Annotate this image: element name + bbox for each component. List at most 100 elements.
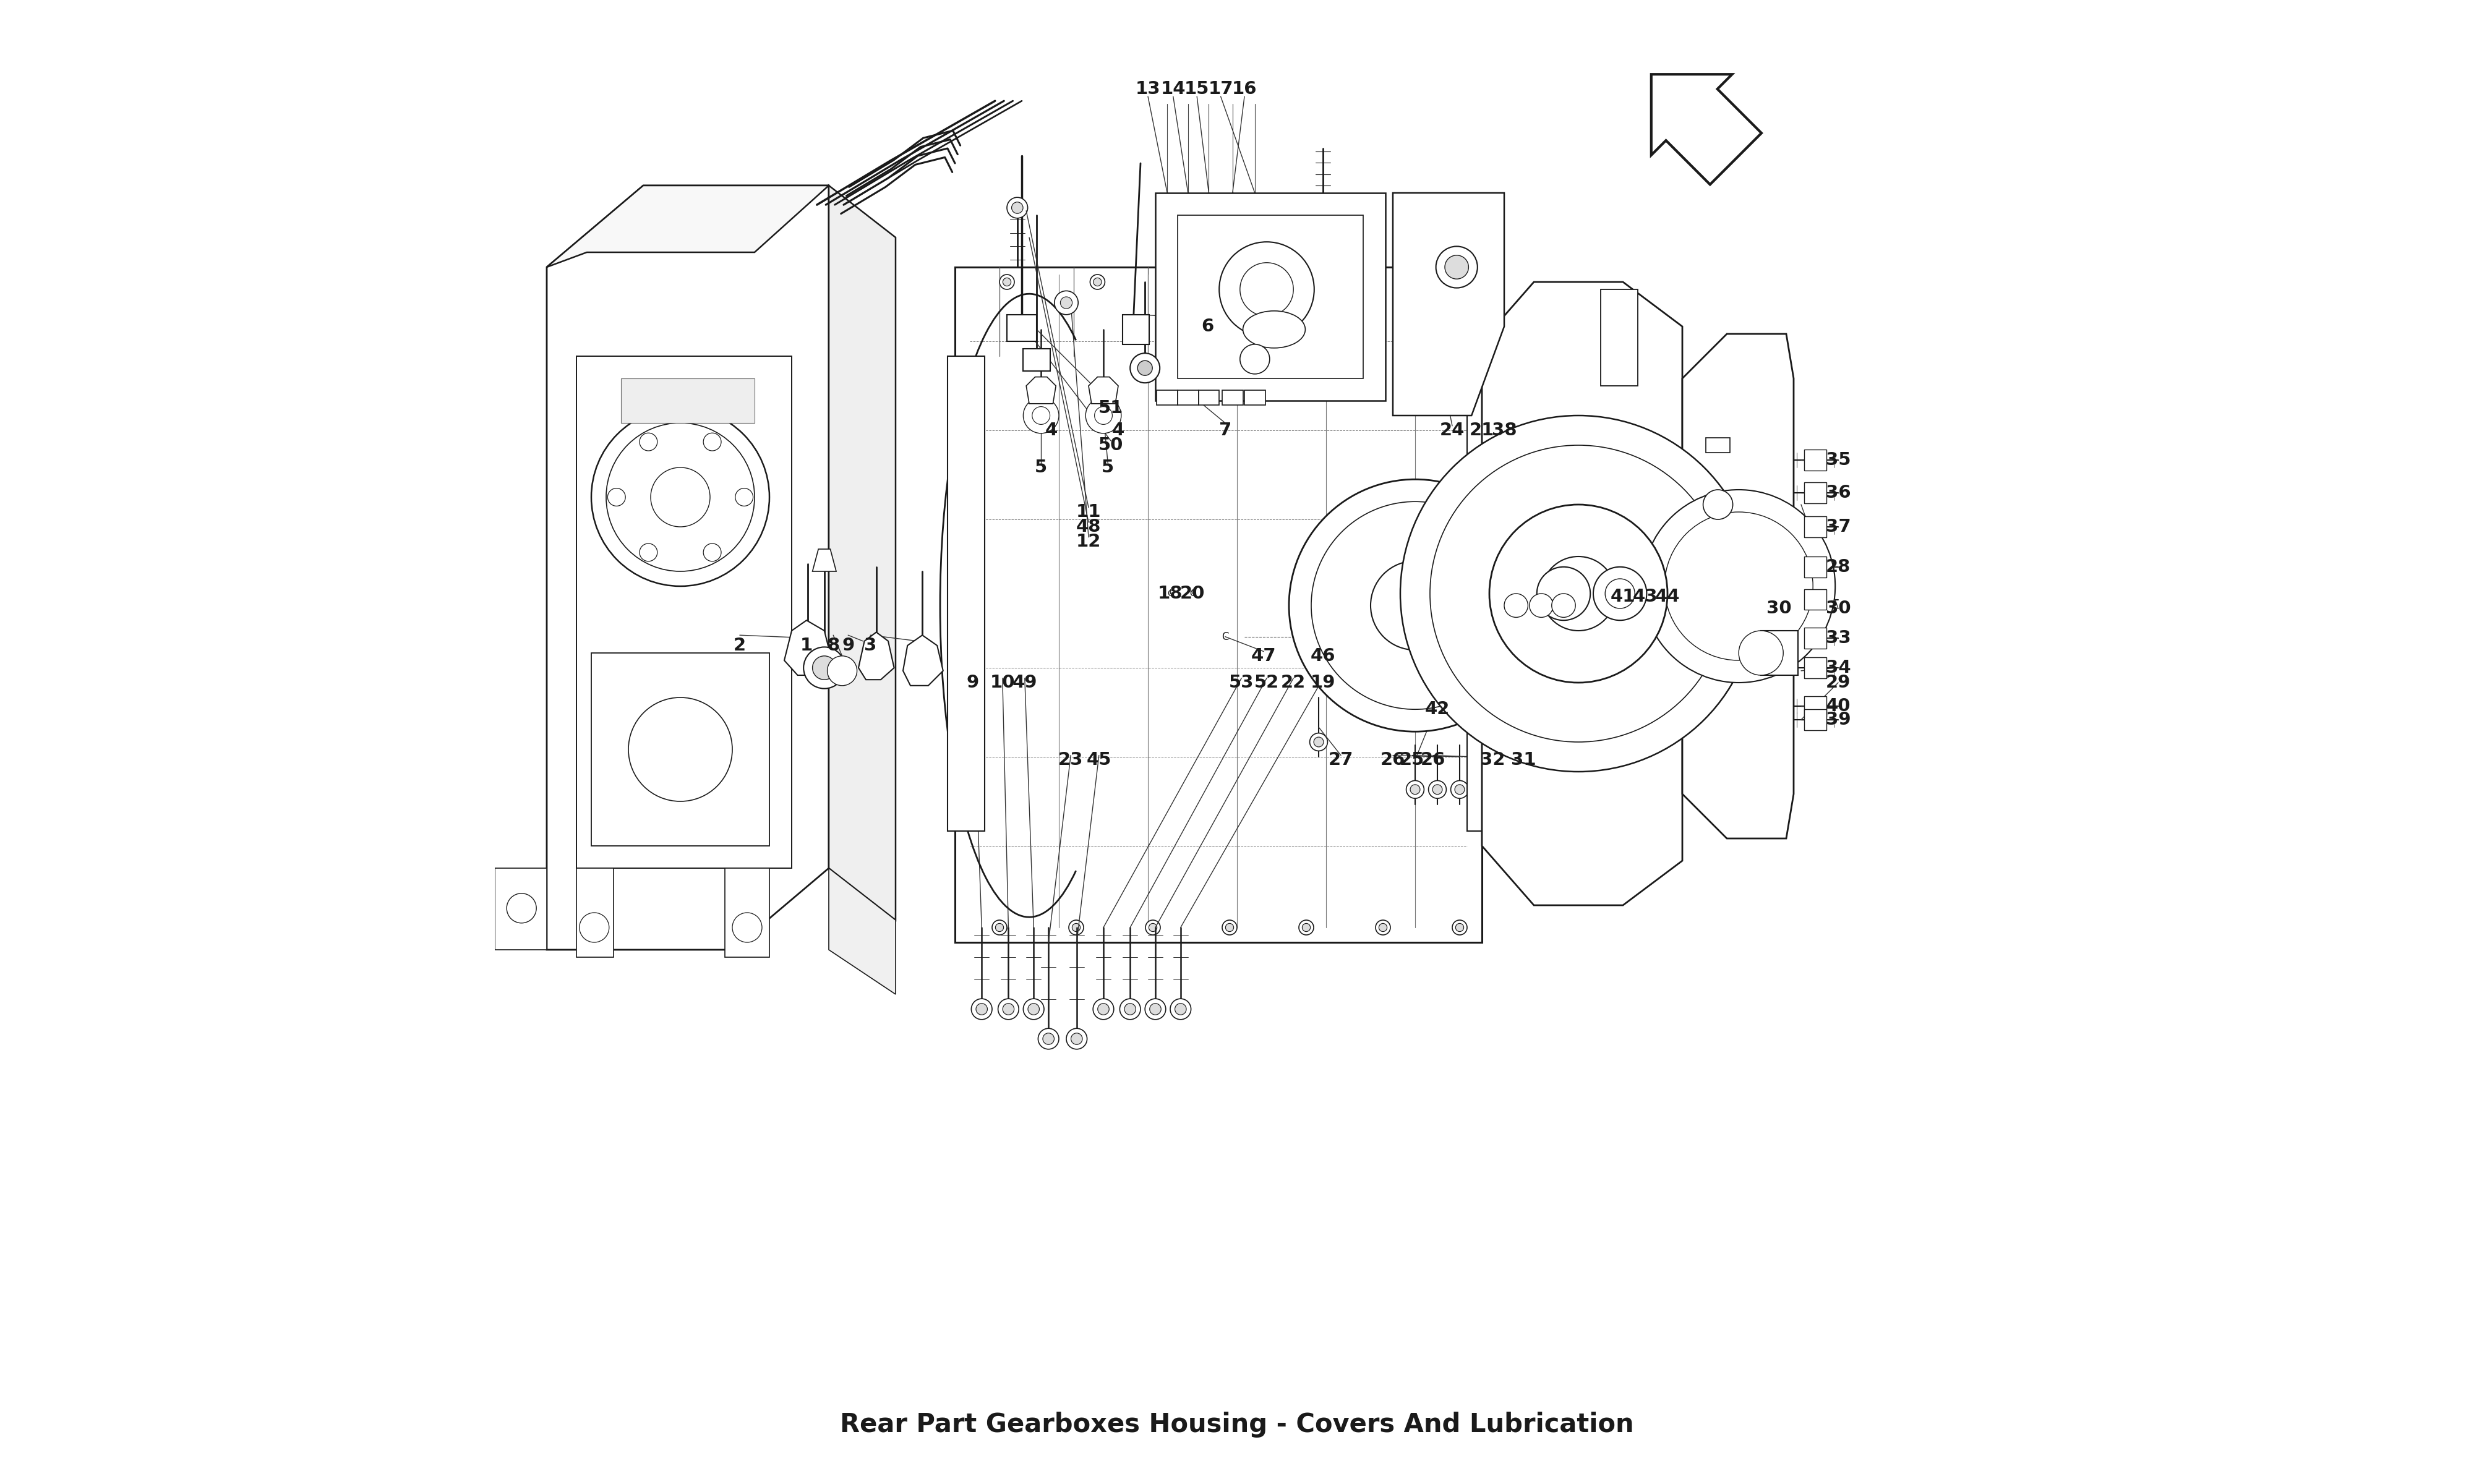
Circle shape [995, 923, 1004, 932]
Circle shape [1071, 1033, 1084, 1045]
Text: 5: 5 [1101, 459, 1113, 476]
Text: 33: 33 [1826, 629, 1851, 647]
Circle shape [591, 408, 769, 586]
Text: 40: 40 [1826, 697, 1851, 715]
Bar [1197, 390, 1220, 405]
Circle shape [957, 703, 975, 721]
Circle shape [1400, 416, 1757, 772]
Circle shape [960, 634, 970, 643]
Bar [1804, 628, 1826, 649]
Text: 45: 45 [1086, 751, 1111, 769]
Circle shape [1405, 781, 1425, 798]
Circle shape [1573, 727, 1583, 736]
Circle shape [1071, 923, 1081, 932]
Polygon shape [725, 868, 769, 957]
Circle shape [1472, 781, 1492, 798]
Text: 36: 36 [1826, 484, 1851, 502]
Polygon shape [811, 549, 836, 571]
Circle shape [1672, 491, 1680, 500]
Text: 41: 41 [1611, 588, 1635, 605]
Polygon shape [829, 186, 896, 920]
Circle shape [1131, 353, 1160, 383]
Text: 32: 32 [1479, 751, 1504, 769]
Polygon shape [829, 868, 896, 994]
Circle shape [1145, 920, 1160, 935]
Bar [1222, 390, 1242, 405]
Polygon shape [955, 267, 1482, 942]
Text: 26: 26 [1420, 751, 1445, 769]
Circle shape [1002, 278, 1012, 286]
Text: 7: 7 [1220, 421, 1232, 439]
Circle shape [1225, 923, 1235, 932]
Circle shape [1452, 275, 1467, 289]
Text: 16: 16 [1232, 80, 1257, 98]
Circle shape [606, 423, 755, 571]
Circle shape [1054, 291, 1079, 315]
Circle shape [1690, 650, 1705, 665]
Bar [1804, 450, 1826, 470]
Circle shape [957, 629, 975, 647]
Circle shape [1069, 920, 1084, 935]
Circle shape [1405, 291, 1418, 303]
Circle shape [1180, 275, 1195, 289]
Text: 38: 38 [1492, 421, 1517, 439]
Bar [1707, 438, 1729, 453]
Circle shape [1487, 785, 1497, 794]
Circle shape [997, 999, 1019, 1020]
Circle shape [703, 433, 722, 451]
Text: C: C [1190, 589, 1195, 598]
Circle shape [1239, 344, 1269, 374]
Circle shape [957, 778, 975, 795]
Circle shape [1378, 923, 1388, 932]
Circle shape [1178, 370, 1185, 378]
Circle shape [609, 488, 626, 506]
Circle shape [1061, 297, 1071, 309]
Text: 4: 4 [1044, 421, 1059, 439]
Circle shape [1175, 1003, 1188, 1015]
Text: 49: 49 [1012, 674, 1037, 692]
Text: 30: 30 [1766, 600, 1791, 617]
Circle shape [1150, 1003, 1160, 1015]
Circle shape [1086, 398, 1121, 433]
Circle shape [1452, 920, 1467, 935]
Text: 5: 5 [1034, 459, 1047, 476]
Bar [1244, 390, 1264, 405]
Text: 12: 12 [1076, 533, 1101, 551]
Circle shape [638, 543, 658, 561]
Circle shape [1220, 242, 1314, 337]
Circle shape [1452, 521, 1467, 536]
Circle shape [1027, 1003, 1039, 1015]
Circle shape [1222, 920, 1237, 935]
Text: 19: 19 [1311, 674, 1336, 692]
Circle shape [1776, 512, 1784, 519]
Circle shape [1665, 512, 1813, 660]
Text: 11: 11 [1076, 503, 1101, 521]
Circle shape [1455, 678, 1465, 687]
Polygon shape [1027, 377, 1056, 404]
Circle shape [1593, 567, 1648, 620]
Circle shape [1185, 278, 1192, 286]
Circle shape [735, 488, 752, 506]
Circle shape [1813, 579, 1828, 594]
Circle shape [957, 555, 975, 573]
Circle shape [1299, 920, 1314, 935]
Circle shape [1309, 733, 1329, 751]
Text: 13: 13 [1136, 80, 1160, 98]
Circle shape [579, 913, 609, 942]
Circle shape [1351, 367, 1366, 381]
Circle shape [1039, 1028, 1059, 1049]
Circle shape [1739, 631, 1784, 675]
Bar [1178, 390, 1197, 405]
Circle shape [1366, 678, 1376, 687]
Circle shape [1121, 999, 1141, 1020]
Circle shape [1430, 445, 1727, 742]
Circle shape [1472, 227, 1492, 248]
Circle shape [1024, 999, 1044, 1020]
Circle shape [1477, 232, 1487, 243]
Circle shape [1173, 367, 1188, 381]
Text: 35: 35 [1826, 451, 1851, 469]
Circle shape [1571, 724, 1586, 739]
Bar [1007, 315, 1037, 341]
Circle shape [1066, 1028, 1086, 1049]
Circle shape [1289, 479, 1541, 732]
